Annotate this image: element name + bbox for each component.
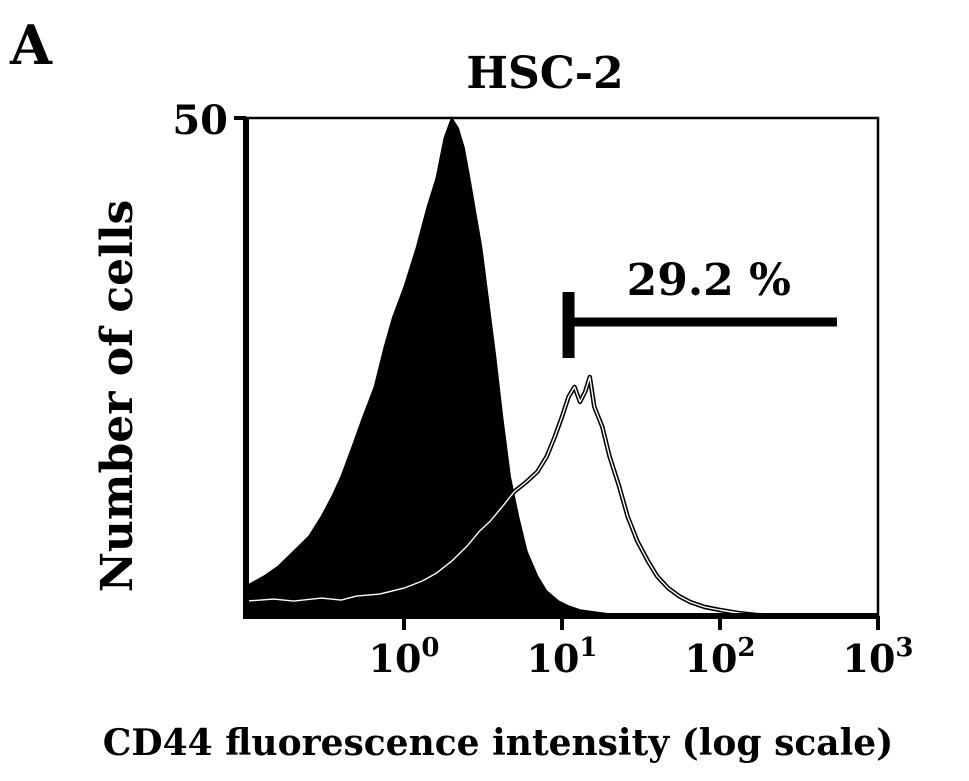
histogram-series-1-filled [245,116,638,617]
x-tick-label: 103 [843,633,914,681]
histogram-series-2-outline-core [245,376,783,617]
chart-title: HSC-2 [466,48,623,99]
y-axis-label: Number of cells [92,200,143,593]
annotations: 29.2 % [562,255,837,358]
panel-label: A [9,13,53,77]
x-axis-label: CD44 fluorescence intensity (log scale) [103,722,894,764]
x-tick-label: 100 [369,633,440,681]
x-tick-label: 102 [685,633,756,681]
plot-area: 100 101 102 103 50 29.2 % [172,97,913,681]
x-tick-label: 101 [527,633,598,681]
y-ticks: 50 [172,97,246,144]
y-tick-label: 50 [172,97,228,144]
x-ticks: 100 101 102 103 [369,616,914,681]
gate-percent-label: 29.2 % [627,255,791,306]
series-layer [245,116,783,619]
